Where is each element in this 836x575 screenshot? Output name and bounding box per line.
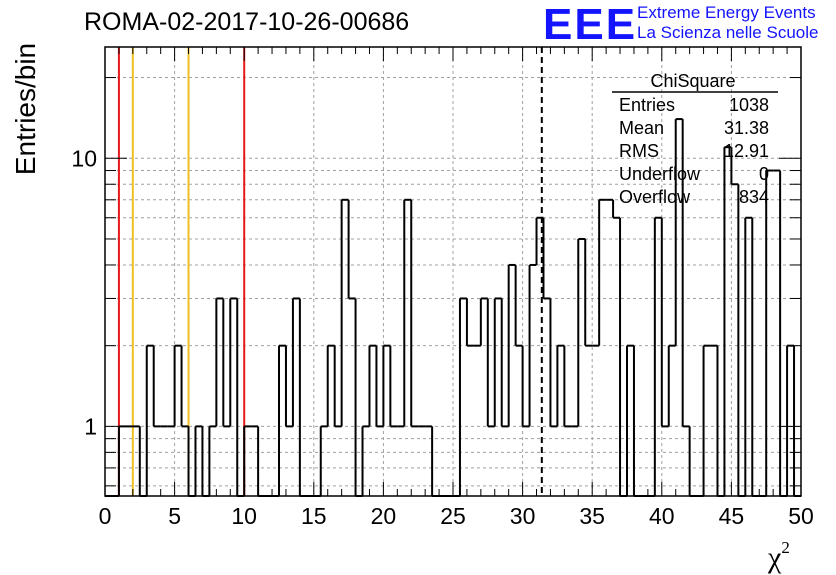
eee-logo: EEE <box>543 0 638 49</box>
x-tick-label: 5 <box>168 503 181 529</box>
x-tick-label: 50 <box>788 503 814 529</box>
y-tick-label: 10 <box>71 145 97 171</box>
axis-ticks <box>104 47 802 496</box>
x-axis-label: χ2 <box>768 538 790 574</box>
grid-lines <box>105 47 801 496</box>
x-tick-label: 35 <box>579 503 605 529</box>
x-tick-label: 10 <box>231 503 257 529</box>
stats-value-overflow: 834 <box>739 187 769 207</box>
y-tick-labels: 1 10 <box>71 145 97 439</box>
stats-label-rms: RMS <box>619 141 659 161</box>
x-tick-label: 15 <box>301 503 327 529</box>
stats-box: ChiSquare Entries 1038 Mean 31.38 RMS 12… <box>612 71 778 207</box>
stats-value-rms: 12.91 <box>724 141 769 161</box>
stats-value-mean: 31.38 <box>724 118 769 138</box>
eee-logo-tagline-2: La Scienza nelle Scuole <box>637 23 819 42</box>
stats-label-overflow: Overflow <box>619 187 691 207</box>
y-axis-label: Entries/bin <box>10 42 41 176</box>
histogram-layer <box>105 118 801 497</box>
stats-label-mean: Mean <box>619 118 664 138</box>
x-tick-label: 40 <box>649 503 675 529</box>
x-tick-label: 20 <box>371 503 397 529</box>
x-tick-labels: 0 5 10 15 20 25 30 35 40 45 50 <box>99 503 814 529</box>
x-tick-label: 30 <box>510 503 536 529</box>
x-tick-label: 25 <box>440 503 466 529</box>
stats-value-entries: 1038 <box>729 95 769 115</box>
y-tick-label: 1 <box>84 413 97 439</box>
stats-label-entries: Entries <box>619 95 675 115</box>
eee-logo-tagline-1: Extreme Energy Events <box>637 3 816 22</box>
marker-lines <box>117 47 543 496</box>
stats-title: ChiSquare <box>650 71 735 91</box>
x-tick-label: 0 <box>99 503 112 529</box>
x-tick-label: 45 <box>719 503 745 529</box>
run-title: ROMA-02-2017-10-26-00686 <box>84 8 410 36</box>
stats-value-underflow: 0 <box>759 164 769 184</box>
stats-label-underflow: Underflow <box>619 164 701 184</box>
x-axis-label-exponent: 2 <box>781 538 790 557</box>
